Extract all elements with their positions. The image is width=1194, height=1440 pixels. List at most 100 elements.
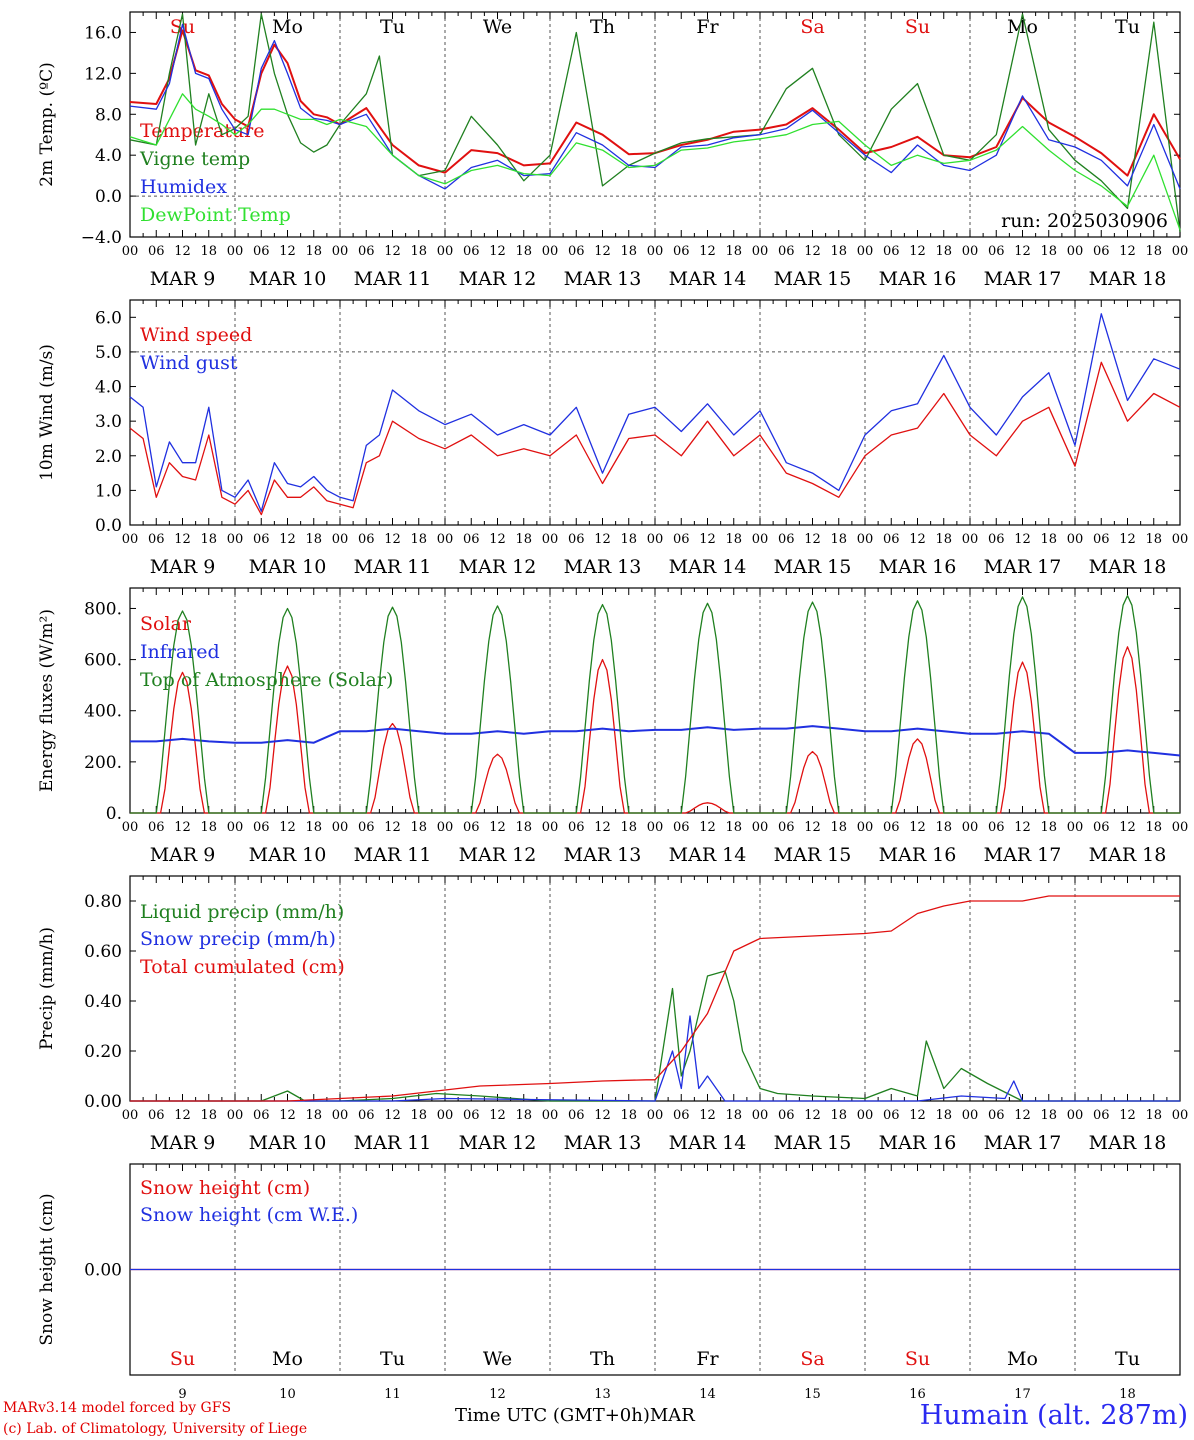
date-label: MAR 13 xyxy=(564,844,642,866)
legend-entry: Wind gust xyxy=(140,352,238,374)
hour-tick-label: 00 xyxy=(122,820,139,835)
hour-tick-label: 00 xyxy=(857,244,874,259)
hour-tick-label: 06 xyxy=(673,820,690,835)
date-label: MAR 16 xyxy=(879,556,957,578)
date-label: MAR 10 xyxy=(249,844,327,866)
date-label: MAR 11 xyxy=(354,268,432,290)
hour-tick-label: 18 xyxy=(200,532,217,547)
hour-tick-label: 06 xyxy=(1093,820,1110,835)
date-label: MAR 13 xyxy=(564,268,642,290)
hour-tick-label: 12 xyxy=(1119,244,1136,259)
hour-tick-label: 18 xyxy=(305,1108,322,1123)
hour-tick-label: 12 xyxy=(384,1108,401,1123)
hour-tick-label: 18 xyxy=(935,820,952,835)
hour-tick-label: 06 xyxy=(883,820,900,835)
hour-tick-label: 12 xyxy=(594,820,611,835)
y-tick-label: 16.0 xyxy=(84,23,122,43)
hour-tick-label: 12 xyxy=(909,1108,926,1123)
y-tick-label: 2.0 xyxy=(95,447,122,467)
hour-tick-label: 12 xyxy=(1014,244,1031,259)
date-label: MAR 11 xyxy=(354,844,432,866)
hour-tick-label: 18 xyxy=(620,1108,637,1123)
series-line-infrared xyxy=(130,725,1181,757)
hour-tick-label: 00 xyxy=(857,532,874,547)
hour-tick-label: 12 xyxy=(279,820,296,835)
date-label: MAR 9 xyxy=(150,268,216,290)
series-line-snow-precip-mm-h- xyxy=(130,1015,1180,1102)
hour-tick-label: 00 xyxy=(647,1108,664,1123)
legend-entry: Temperature xyxy=(140,120,264,142)
date-label: MAR 16 xyxy=(879,1132,957,1154)
y-tick-label: 0. xyxy=(106,804,122,824)
weekday-label: Su xyxy=(905,16,930,38)
hour-tick-label: 12 xyxy=(489,244,506,259)
hour-tick-label: 06 xyxy=(988,244,1005,259)
model-credit: MARv3.14 model forced by GFS xyxy=(3,1400,232,1416)
hour-tick-label: 06 xyxy=(148,1108,165,1123)
y-tick-label: 0.00 xyxy=(84,1092,122,1112)
date-label: MAR 11 xyxy=(354,556,432,578)
y-axis-title: Energy fluxes (W/m²) xyxy=(37,609,57,792)
date-label: MAR 17 xyxy=(984,556,1062,578)
hour-tick-label: 06 xyxy=(988,820,1005,835)
hour-tick-label: 18 xyxy=(1145,244,1162,259)
hour-tick-label: 00 xyxy=(857,820,874,835)
date-label: MAR 16 xyxy=(879,844,957,866)
hour-tick-label: 00 xyxy=(1067,1108,1084,1123)
hour-tick-label: 18 xyxy=(410,244,427,259)
hour-tick-label: 18 xyxy=(305,820,322,835)
y-tick-label: 0.40 xyxy=(84,992,122,1012)
hour-tick-label: 06 xyxy=(253,820,270,835)
hour-tick-label: 18 xyxy=(1040,532,1057,547)
date-label: MAR 17 xyxy=(984,268,1062,290)
hour-tick-label: 18 xyxy=(725,1108,742,1123)
hour-tick-label: 00 xyxy=(752,244,769,259)
hour-tick-label: 12 xyxy=(174,820,191,835)
hour-tick-label: 00 xyxy=(1067,244,1084,259)
y-axis-title: Precip (mm/h) xyxy=(37,927,57,1050)
hour-tick-label: 06 xyxy=(988,1108,1005,1123)
y-tick-label: −4.0 xyxy=(81,228,122,248)
hour-tick-label: 12 xyxy=(1014,820,1031,835)
hour-tick-label: 18 xyxy=(1040,820,1057,835)
hour-tick-label: 00 xyxy=(1172,244,1189,259)
hour-tick-label: 06 xyxy=(778,532,795,547)
panel-4: 0.00 0.20 0.40 0.60 0.80 Precip (mm/h) 00 06 12 1… xyxy=(37,875,1188,1154)
panel-2: 0.0 1.0 2.0 3.0 4.0 5.0 6.0 10m Wind (m/s) 00 06 1… xyxy=(37,299,1188,578)
y-tick-label: 400. xyxy=(84,702,122,722)
hour-tick-label: 12 xyxy=(279,244,296,259)
hour-tick-label: 00 xyxy=(857,1108,874,1123)
weekday-label: Tu xyxy=(380,1348,405,1370)
day-number-label: 18 xyxy=(1119,1387,1136,1402)
panel-5: 0.00 Snow height (cm) Su Mo Tu We Th Fr Sa Su Mo Tu… xyxy=(37,1163,1181,1402)
date-label: MAR 9 xyxy=(150,1132,216,1154)
hour-tick-label: 00 xyxy=(647,820,664,835)
hour-tick-label: 00 xyxy=(1067,820,1084,835)
weekday-label: Mo xyxy=(272,16,303,38)
hour-tick-label: 18 xyxy=(515,1108,532,1123)
hour-tick-label: 00 xyxy=(437,244,454,259)
hour-tick-label: 18 xyxy=(200,244,217,259)
weekday-label: Su xyxy=(170,1348,195,1370)
hour-tick-label: 18 xyxy=(1040,1108,1057,1123)
hour-tick-label: 18 xyxy=(725,532,742,547)
weekday-label: Fr xyxy=(696,16,719,38)
hour-tick-label: 18 xyxy=(305,532,322,547)
series-line-wind-gust xyxy=(129,313,1181,512)
time-axis-title: Time UTC (GMT+0h)MAR xyxy=(455,1405,695,1426)
hour-tick-label: 18 xyxy=(515,820,532,835)
hour-tick-label: 00 xyxy=(227,244,244,259)
hour-tick-label: 00 xyxy=(962,1108,979,1123)
hour-tick-label: 00 xyxy=(227,532,244,547)
y-axis-title: 2m Temp. (ºC) xyxy=(37,62,57,187)
legend-entry: Wind speed xyxy=(140,324,252,346)
y-tick-label: 8.0 xyxy=(95,105,122,125)
month-label: MAR xyxy=(649,1405,695,1426)
hour-tick-label: 18 xyxy=(200,820,217,835)
hour-tick-label: 12 xyxy=(489,532,506,547)
hour-tick-label: 12 xyxy=(489,1108,506,1123)
hour-tick-label: 06 xyxy=(673,244,690,259)
hour-tick-label: 00 xyxy=(962,244,979,259)
hour-tick-label: 06 xyxy=(148,532,165,547)
hour-tick-label: 00 xyxy=(122,1108,139,1123)
